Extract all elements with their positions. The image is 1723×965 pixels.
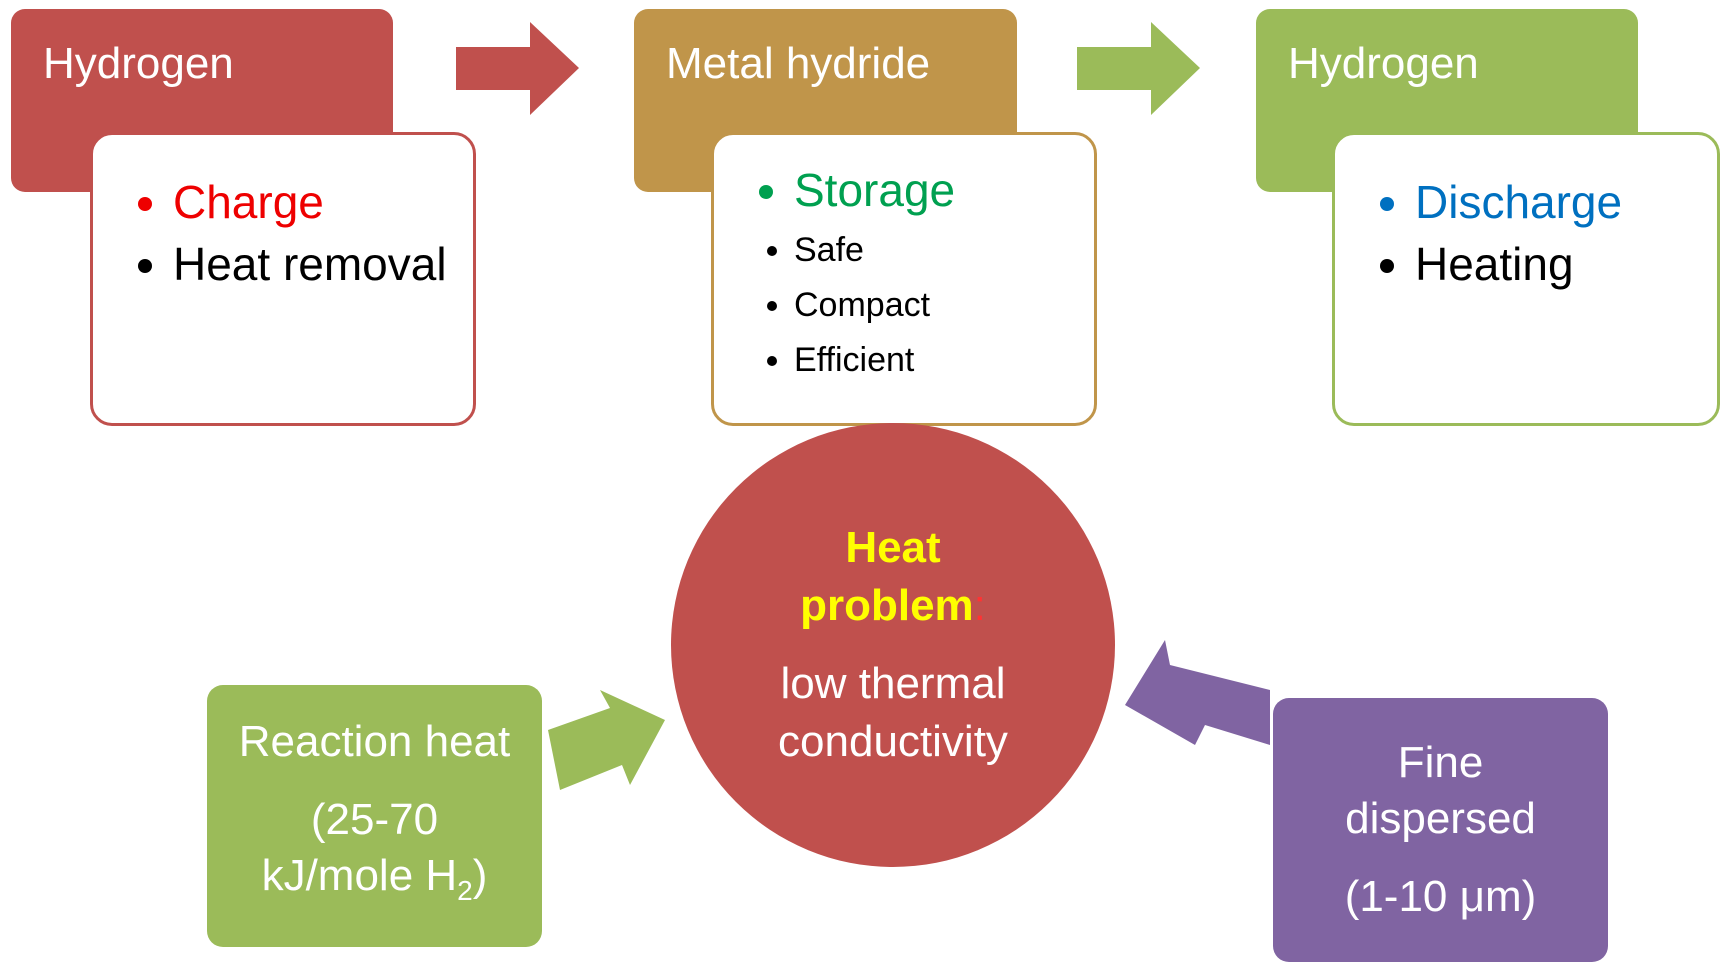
left-title: Reaction heat — [238, 716, 511, 766]
left-close: ) — [472, 850, 488, 900]
center-title: Heat problem — [800, 523, 974, 630]
item: Compact — [794, 278, 1074, 333]
arrow — [456, 22, 579, 115]
detail-box: Discharge Heating — [1332, 132, 1720, 426]
center-circle: Heat problem: low thermal conductivity — [671, 423, 1115, 867]
arrow — [1077, 22, 1200, 115]
item: Heat removal — [173, 233, 453, 295]
item: Heating — [1415, 233, 1697, 295]
subscript: 2 — [457, 874, 473, 906]
center-text: low thermal conductivity — [778, 659, 1008, 766]
detail-box: Charge Heat removal — [90, 132, 476, 426]
item: Charge — [173, 171, 453, 233]
item: Efficient — [794, 333, 1074, 388]
right-title: Fine dispersed — [1345, 738, 1536, 843]
item: Safe — [794, 223, 1074, 278]
right-box: Fine dispersed (1-10 μm) — [1273, 698, 1608, 962]
detail-box: Storage Safe Compact Efficient — [711, 132, 1097, 426]
arrow — [548, 690, 665, 790]
item: Storage — [794, 157, 1074, 223]
left-text: (25-70 kJ/mole H — [261, 794, 458, 900]
colon: : — [973, 581, 986, 630]
item: Discharge — [1415, 171, 1697, 233]
arrow — [1125, 640, 1270, 745]
left-box: Reaction heat (25-70 kJ/mole H2) — [207, 685, 542, 947]
right-text: (1-10 μm) — [1344, 872, 1537, 921]
